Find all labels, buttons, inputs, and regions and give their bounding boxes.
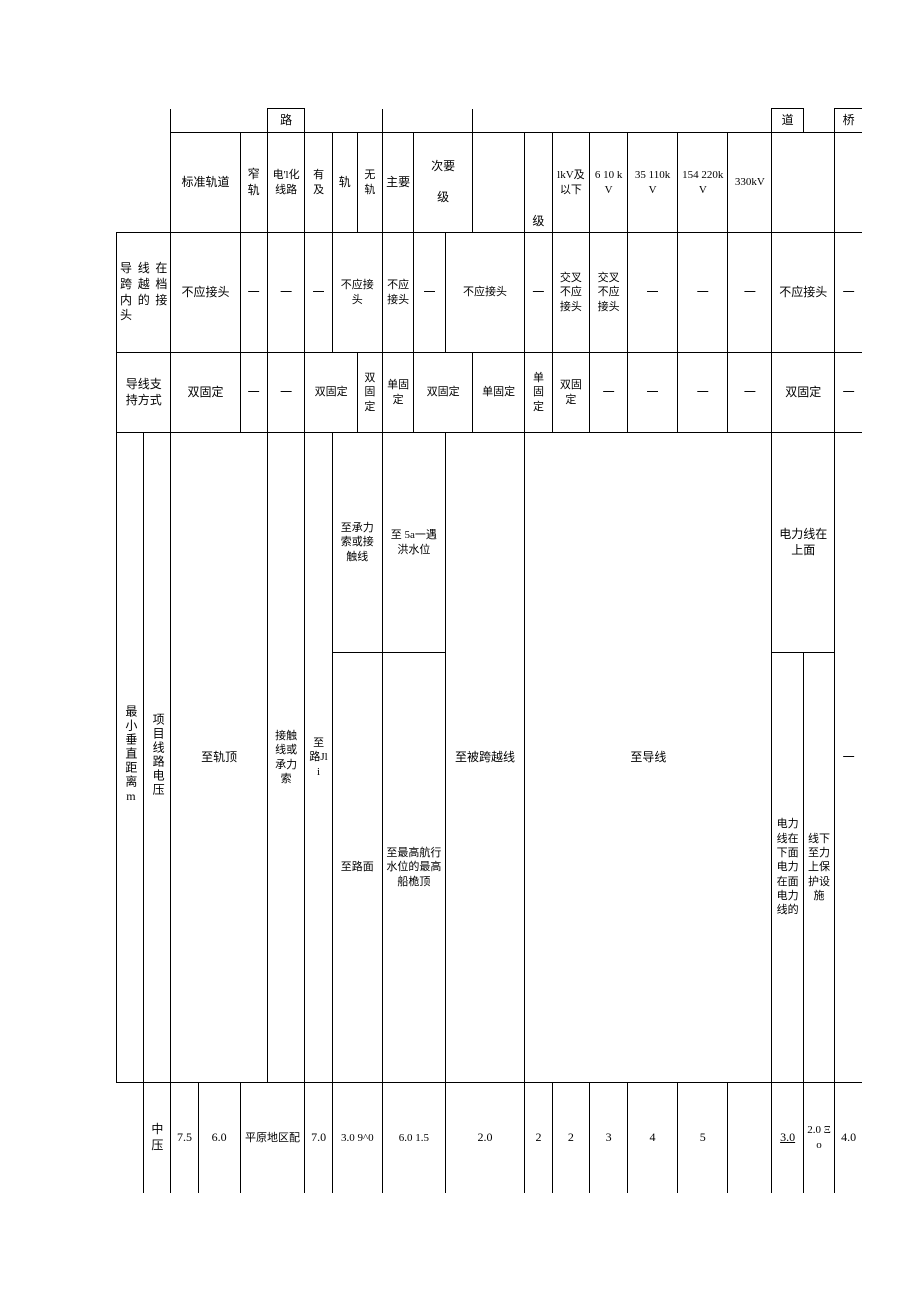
r3-c3: 至路Jli [305, 433, 332, 1083]
r1-label: 导线在跨越档内的接头 [117, 233, 171, 353]
r4-c2: 6.0 [198, 1083, 240, 1193]
r1-d4: 一 [414, 233, 445, 353]
r3-c1: 至轨顶 [171, 433, 267, 1083]
hdr-youji: 有及 [305, 133, 332, 233]
r1-d5: 一 [525, 233, 552, 353]
r4-c13: 3.0 [772, 1083, 803, 1193]
hdr-qiao: 桥 [835, 109, 862, 133]
r3-c8b: 电力线在下面电力在面电力线的 [772, 653, 803, 1083]
r3-c8d: 线下至力上保护设施 [803, 653, 834, 1083]
r1-c1: 不应接头 [171, 233, 240, 353]
r4-c9: 2 [552, 1083, 590, 1193]
hdr-track: 轨 [332, 133, 357, 233]
r4-c8: 2 [525, 1083, 552, 1193]
r3-c2: 接触线或承力索 [267, 433, 305, 1083]
r1-d9: 一 [835, 233, 862, 353]
r4-label: 中压 [144, 1083, 171, 1193]
r2-c1: 双固定 [171, 353, 240, 433]
hdr-dao: 道 [772, 109, 803, 133]
r4-blank [117, 1083, 144, 1193]
r1-c8: 交叉不应接头 [552, 233, 590, 353]
hdr-lu: 路 [267, 109, 305, 133]
r1-d1: 一 [240, 233, 267, 353]
r4-dash [728, 1083, 772, 1193]
r2-c5: 双固定 [357, 353, 382, 433]
hdr-330kv: 330kV [728, 133, 772, 233]
r4-c3: 平原地区配 [240, 1083, 305, 1193]
hdr-154-220kv: 154 220kV [678, 133, 728, 233]
r4-c14: 2.0 Ξo [803, 1083, 834, 1193]
r2-c10: 双固定 [552, 353, 590, 433]
hdr-elec: 电'l化线路 [267, 133, 305, 233]
spec-table: 路 道 桥 标准轨道 窄轨 电'l化线路 有及 轨 无轨 主要 次要级 级 lk… [116, 108, 862, 1193]
r2-d3: 一 [590, 353, 628, 433]
r2-c4: 双固定 [305, 353, 357, 433]
r2-d6: 一 [728, 353, 772, 433]
r2-c14: 双固定 [772, 353, 835, 433]
r1-d8: 一 [728, 233, 772, 353]
r4-c7: 2.0 [445, 1083, 525, 1193]
r1-c6: 不应接头 [445, 233, 525, 353]
r4-c15: 4.0 [835, 1083, 862, 1193]
hdr-level: 级 [525, 133, 552, 233]
r2-c9: 单固定 [525, 353, 552, 433]
hdr-lkv: lkV及以下 [552, 133, 590, 233]
r3-c6: 至被跨越线 [445, 433, 525, 1083]
r3-c5b: 至最高航行水位的最高船桅顶 [382, 653, 445, 1083]
hdr-wutrack: 无轨 [357, 133, 382, 233]
r4-c12: 5 [678, 1083, 728, 1193]
r2-label: 导线支持方式 [117, 353, 171, 433]
r2-d7: 一 [835, 353, 862, 433]
hdr-level2: 级 [437, 190, 449, 204]
r1-c5: 不应接头 [382, 233, 413, 353]
hdr-narrow: 窄轨 [240, 133, 267, 233]
r2-c7: 双固定 [414, 353, 473, 433]
r2-c8: 单固定 [472, 353, 524, 433]
r3-c7: 至导线 [525, 433, 772, 1083]
r4-c6: 6.0 1.5 [382, 1083, 445, 1193]
hdr-std-track: 标准轨道 [171, 133, 240, 233]
r3-c4b: 至路面 [332, 653, 382, 1083]
r3-c4a: 至承力索或接触线 [332, 433, 382, 653]
r1-d7: 一 [678, 233, 728, 353]
hdr-35-110kv: 35 110kV [627, 133, 677, 233]
r3-c5a: 至 5a一遇洪水位 [382, 433, 445, 653]
r2-d2: 一 [267, 353, 305, 433]
r1-d2: 一 [267, 233, 305, 353]
r4-c4: 7.0 [305, 1083, 332, 1193]
r4-c5: 3.0 9^0 [332, 1083, 382, 1193]
r4-c10: 3 [590, 1083, 628, 1193]
r3-c8a: 电力线在上面 [772, 433, 835, 653]
r2-d1: 一 [240, 353, 267, 433]
r1-d6: 一 [627, 233, 677, 353]
r1-c14: 不应接头 [772, 233, 835, 353]
hdr-main: 主要 [382, 133, 413, 233]
r1-c9: 交叉不应接头 [590, 233, 628, 353]
r1-d3: 一 [305, 233, 332, 353]
r2-d4: 一 [627, 353, 677, 433]
r1-c4: 不应接头 [332, 233, 382, 353]
r3-d1: 一 [835, 433, 862, 1083]
hdr-secondary: 次要 [431, 159, 455, 173]
hdr-6-10kv: 6 10 kV [590, 133, 628, 233]
r4-c1: 7.5 [171, 1083, 198, 1193]
r3-label: 最小垂直距离m [117, 433, 144, 1083]
r4-c11: 4 [627, 1083, 677, 1193]
r3-sublabel: 项目线路电压 [144, 433, 171, 1083]
r2-d5: 一 [678, 353, 728, 433]
r2-c6: 单固定 [382, 353, 413, 433]
